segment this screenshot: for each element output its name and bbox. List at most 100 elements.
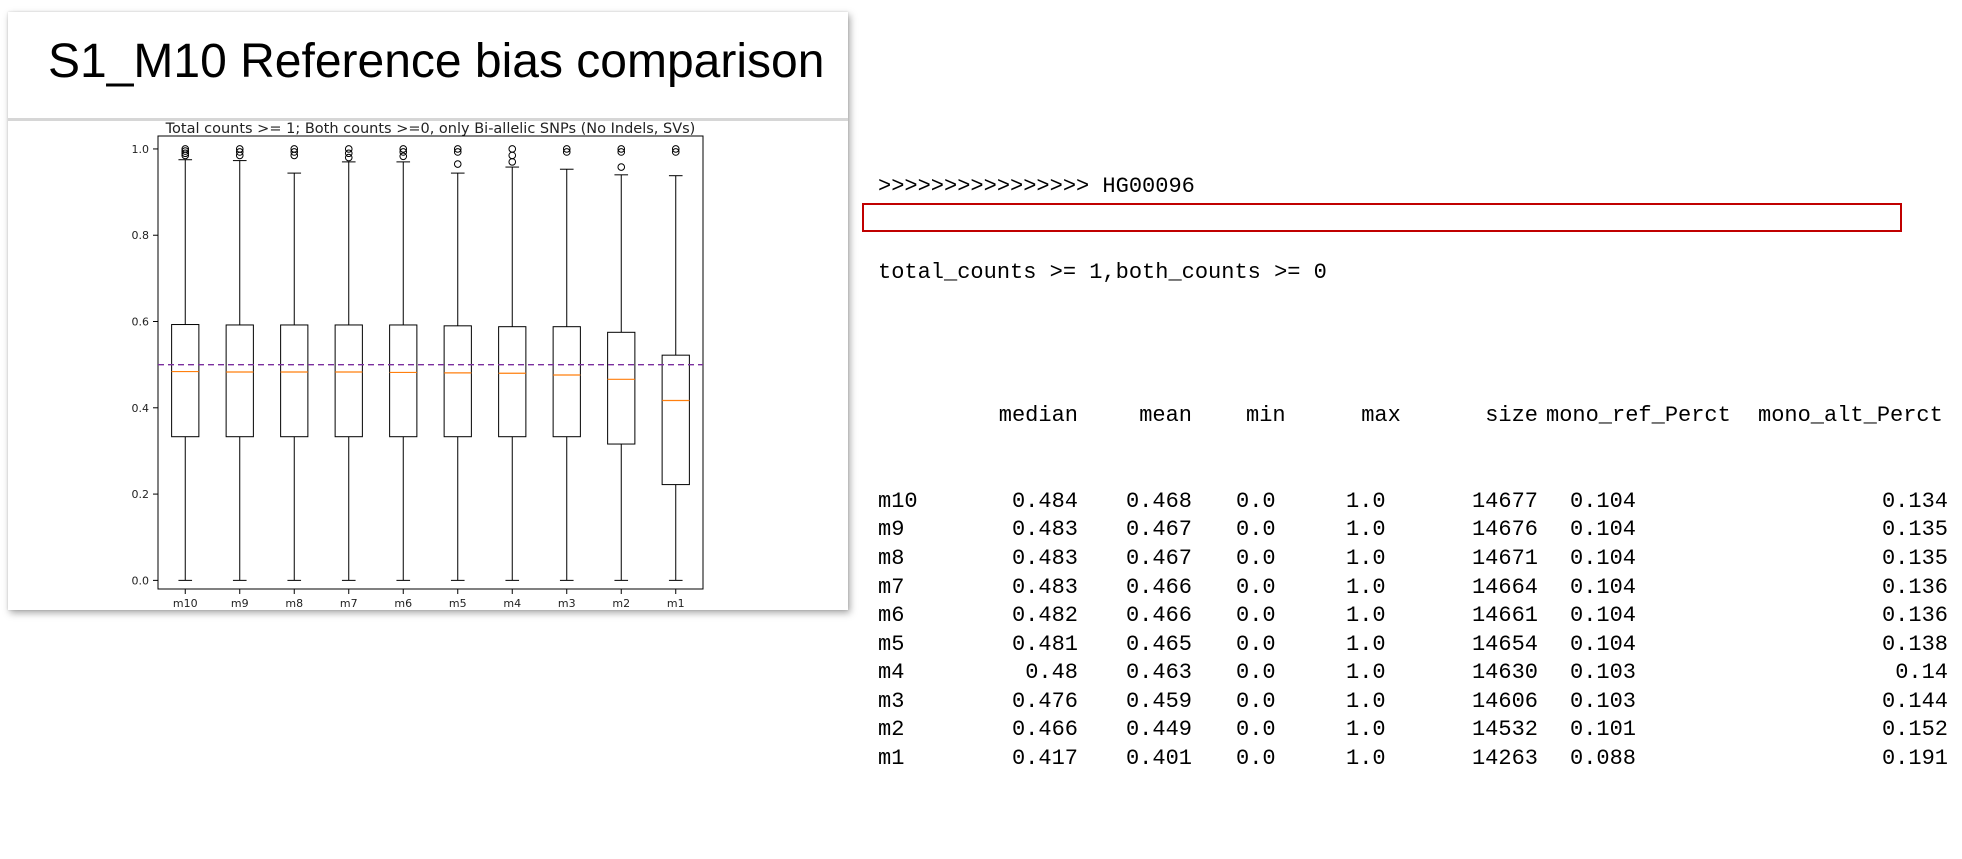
cell-min: 0.0: [1236, 660, 1276, 686]
flier-point: [344, 149, 353, 158]
header-size: size: [1485, 402, 1538, 428]
box-m6: [389, 324, 418, 438]
cell-size: 14661: [1471, 603, 1538, 629]
cell-max: 1.0: [1346, 717, 1386, 743]
cell-median: 0.484: [1011, 488, 1078, 514]
box-m10: [171, 324, 200, 438]
cell-max: 1.0: [1346, 545, 1386, 571]
box-m7: [334, 324, 363, 438]
flier-point: [344, 145, 353, 153]
flier-point: [344, 153, 353, 162]
cell-mean: 0.467: [1125, 545, 1192, 571]
output-sample-line: >>>>>>>>>>>>>>>> HG00096: [878, 174, 1195, 200]
stats-table: median mean min max size mono_ref_Perct …: [878, 345, 1958, 831]
cell-mono-alt: 0.14: [1895, 660, 1948, 686]
stats-row-m5: m5 0.481 0.465 0.0 1.0 14654 0.104 0.138: [878, 631, 1958, 660]
highlight-box: [862, 203, 1902, 232]
plot-frame: [157, 135, 704, 590]
cell-median: 0.481: [1011, 631, 1078, 657]
y-tick-label: 0.6: [132, 316, 150, 329]
cell-max: 1.0: [1346, 660, 1386, 686]
y-tick-label: 0.0: [132, 574, 150, 587]
x-tick-label: m5: [449, 597, 467, 607]
cell-mono-alt: 0.144: [1881, 688, 1948, 714]
flier-point: [617, 148, 626, 156]
cell-median: 0.417: [1011, 746, 1078, 772]
stats-rows: m10 0.484 0.468 0.0 1.0 14677 0.104 0.134 m9 0.48…: [878, 488, 1958, 774]
cell-median: 0.482: [1011, 603, 1078, 629]
cell-size: 14664: [1471, 574, 1538, 600]
flier-point: [290, 148, 299, 156]
x-tick-label: m6: [394, 597, 412, 607]
flier-point: [235, 148, 244, 156]
flier-point: [508, 158, 517, 166]
cell-row-label: m2: [878, 717, 905, 743]
stats-row-m10: m10 0.484 0.468 0.0 1.0 14677 0.104 0.134: [878, 488, 1958, 517]
title-box: S1_M10 Reference bias comparison: [8, 12, 848, 121]
header-mono-alt: mono_alt_Perct: [1758, 402, 1943, 428]
box-m1: [661, 354, 690, 486]
boxplot-chart: Total counts >= 1; Both counts >=0, only…: [132, 122, 704, 607]
chart-title: Total counts >= 1; Both counts >=0, only…: [165, 122, 696, 137]
cell-min: 0.0: [1236, 488, 1276, 514]
cell-mono-alt: 0.135: [1881, 545, 1948, 571]
cell-mono-alt: 0.134: [1881, 488, 1948, 514]
cell-size: 14606: [1471, 688, 1538, 714]
cell-mean: 0.468: [1125, 488, 1192, 514]
box-m9: [225, 324, 254, 438]
cell-mono-ref: 0.101: [1570, 717, 1637, 743]
stats-row-m6: m6 0.482 0.466 0.0 1.0 14661 0.104 0.136: [878, 602, 1958, 631]
cell-mean: 0.466: [1125, 574, 1192, 600]
flier-point: [453, 148, 462, 156]
flier-point: [562, 148, 571, 156]
flier-point: [453, 160, 462, 168]
stats-row-m1: m1 0.417 0.401 0.0 1.0 14263 0.088 0.191: [878, 745, 1958, 774]
cell-row-label: m10: [878, 488, 918, 514]
stats-row-m3: m3 0.476 0.459 0.0 1.0 14606 0.103 0.144: [878, 688, 1958, 717]
stats-row-m8: m8 0.483 0.467 0.0 1.0 14671 0.104 0.135: [878, 545, 1958, 574]
stats-row-m7: m7 0.483 0.466 0.0 1.0 14664 0.104 0.136: [878, 574, 1958, 603]
cell-mono-ref: 0.104: [1570, 488, 1637, 514]
flier-point: [453, 145, 462, 153]
flier-point: [617, 163, 626, 171]
cell-size: 14677: [1471, 488, 1538, 514]
box-m8: [280, 324, 309, 438]
box-m4: [498, 326, 527, 438]
slide-title: S1_M10 Reference bias comparison: [48, 35, 825, 88]
flier-point: [235, 145, 244, 153]
header-min: min: [1246, 402, 1286, 428]
flier-point: [671, 145, 680, 153]
header-max: max: [1361, 402, 1401, 428]
flier-point: [181, 147, 190, 155]
cell-size: 14630: [1471, 660, 1538, 686]
cell-size: 14676: [1471, 517, 1538, 543]
output-filter-line: total_counts >= 1,both_counts >= 0: [878, 259, 1327, 285]
box-m5: [443, 325, 472, 438]
cell-min: 0.0: [1236, 517, 1276, 543]
x-tick-label: m1: [667, 597, 685, 607]
stats-header-row: median mean min max size mono_ref_Perct …: [878, 402, 1958, 431]
cell-mean: 0.459: [1125, 688, 1192, 714]
stats-row-m2: m2 0.466 0.449 0.0 1.0 14532 0.101 0.152: [878, 716, 1958, 745]
cell-mono-alt: 0.136: [1881, 603, 1948, 629]
cell-row-label: m4: [878, 660, 905, 686]
cell-mean: 0.467: [1125, 517, 1192, 543]
y-tick-label: 1.0: [132, 143, 150, 156]
cell-min: 0.0: [1236, 631, 1276, 657]
cell-min: 0.0: [1236, 603, 1276, 629]
cell-row-label: m9: [878, 517, 905, 543]
cell-median: 0.483: [1011, 517, 1078, 543]
x-tick-label: m4: [503, 597, 521, 607]
cell-mono-ref: 0.104: [1570, 631, 1637, 657]
cell-row-label: m6: [878, 603, 905, 629]
flier-point: [399, 152, 408, 161]
cell-min: 0.0: [1236, 574, 1276, 600]
box-m3: [552, 326, 581, 438]
y-tick-label: 0.4: [132, 402, 150, 415]
cell-size: 14654: [1471, 631, 1538, 657]
cell-mono-alt: 0.136: [1881, 574, 1948, 600]
cell-mono-ref: 0.104: [1570, 545, 1637, 571]
cell-row-label: m5: [878, 631, 905, 657]
cell-min: 0.0: [1236, 746, 1276, 772]
cell-median: 0.476: [1011, 688, 1078, 714]
